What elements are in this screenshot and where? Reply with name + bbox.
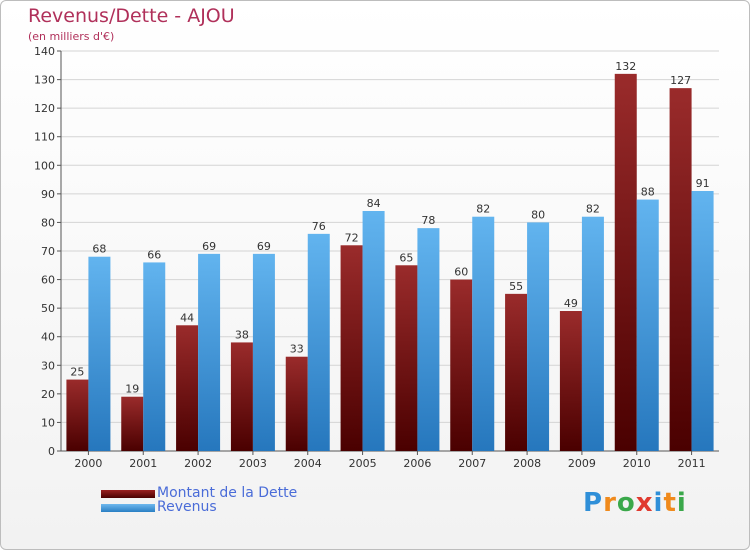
- data-label-debt: 72: [345, 231, 359, 244]
- y-tick-label: 40: [41, 331, 55, 344]
- bar-debt: [176, 325, 199, 451]
- x-tick-label: 2001: [129, 457, 157, 470]
- y-tick-label: 110: [34, 131, 55, 144]
- data-label-debt: 19: [125, 383, 139, 396]
- bar-debt: [121, 396, 144, 451]
- data-label-debt: 49: [564, 297, 578, 310]
- x-tick-label: 2008: [513, 457, 541, 470]
- chart-title: Revenus/Dette - AJOU: [28, 5, 235, 27]
- y-tick-label: 80: [41, 216, 55, 229]
- data-label-debt: 132: [615, 60, 636, 73]
- bar-revenue: [198, 253, 221, 451]
- data-label-revenue: 84: [367, 197, 381, 210]
- y-tick-label: 10: [41, 416, 55, 429]
- data-label-debt: 38: [235, 328, 249, 341]
- logo-letter: r: [603, 488, 617, 518]
- y-tick-label: 130: [34, 74, 55, 87]
- x-tick-label: 2010: [623, 457, 651, 470]
- data-label-debt: 60: [454, 266, 468, 279]
- x-tick-label: 2009: [568, 457, 596, 470]
- data-label-revenue: 82: [586, 203, 600, 216]
- x-tick-label: 2005: [349, 457, 377, 470]
- logo-letter: i: [653, 488, 664, 518]
- data-label-revenue: 69: [202, 240, 216, 253]
- bar-debt: [450, 279, 473, 451]
- logo-letter: x: [635, 488, 654, 518]
- y-tick-label: 60: [41, 274, 55, 287]
- logo-letter: t: [663, 488, 677, 518]
- x-tick-label: 2002: [184, 457, 212, 470]
- x-tick-label: 2000: [74, 457, 102, 470]
- bar-debt: [505, 293, 528, 451]
- chart-subtitle: (en milliers d'€): [28, 30, 115, 43]
- bar-revenue: [527, 222, 550, 451]
- data-label-revenue: 88: [641, 186, 655, 199]
- logo-letter: o: [616, 488, 636, 518]
- y-tick-label: 0: [48, 445, 55, 458]
- bar-revenue: [417, 228, 440, 451]
- data-label-debt: 44: [180, 311, 194, 324]
- legend-label-debt: Montant de la Dette: [157, 485, 298, 501]
- logo-letter: P: [583, 488, 604, 518]
- bar-revenue: [252, 253, 275, 451]
- y-tick-label: 70: [41, 245, 55, 258]
- logo-letter: i: [676, 488, 687, 518]
- data-label-revenue: 66: [147, 248, 161, 261]
- bar-revenue: [362, 211, 385, 451]
- data-label-debt: 33: [290, 343, 304, 356]
- data-label-revenue: 76: [312, 220, 326, 233]
- y-tick-label: 100: [34, 159, 55, 172]
- legend-swatch-debt: [101, 490, 155, 498]
- bar-debt: [66, 379, 89, 451]
- bar-revenue: [88, 256, 111, 451]
- x-tick-label: 2011: [678, 457, 706, 470]
- bar-debt: [340, 245, 363, 451]
- x-tick-label: 2004: [294, 457, 322, 470]
- data-label-revenue: 69: [257, 240, 271, 253]
- bar-debt: [614, 73, 637, 451]
- bar-revenue: [581, 216, 604, 451]
- bar-debt: [285, 356, 308, 451]
- y-tick-label: 30: [41, 359, 55, 372]
- legend-swatch-revenue: [101, 504, 155, 512]
- x-tick-label: 2003: [239, 457, 267, 470]
- data-label-revenue: 91: [696, 177, 710, 190]
- y-tick-label: 140: [34, 45, 55, 58]
- data-label-revenue: 78: [421, 214, 435, 227]
- data-label-debt: 25: [70, 366, 84, 379]
- data-label-revenue: 68: [92, 243, 106, 256]
- bar-revenue: [143, 262, 166, 451]
- y-tick-label: 120: [34, 102, 55, 115]
- data-label-revenue: 80: [531, 208, 545, 221]
- data-label-debt: 127: [670, 74, 691, 87]
- bar-debt: [559, 311, 582, 451]
- x-tick-label: 2006: [403, 457, 431, 470]
- y-tick-label: 50: [41, 302, 55, 315]
- bar-debt: [230, 342, 253, 451]
- legend-label-revenue: Revenus: [157, 499, 217, 515]
- bar-revenue: [691, 191, 714, 451]
- data-label-revenue: 82: [476, 203, 490, 216]
- bar-revenue: [307, 233, 330, 451]
- bar-revenue: [636, 199, 659, 451]
- proxiti-logo: Proxiti: [583, 488, 687, 518]
- x-tick-label: 2007: [458, 457, 486, 470]
- y-tick-label: 90: [41, 188, 55, 201]
- bar-debt: [395, 265, 418, 451]
- data-label-debt: 65: [399, 251, 413, 264]
- bar-revenue: [472, 216, 495, 451]
- data-label-debt: 55: [509, 280, 523, 293]
- y-tick-label: 20: [41, 388, 55, 401]
- bar-debt: [669, 88, 692, 452]
